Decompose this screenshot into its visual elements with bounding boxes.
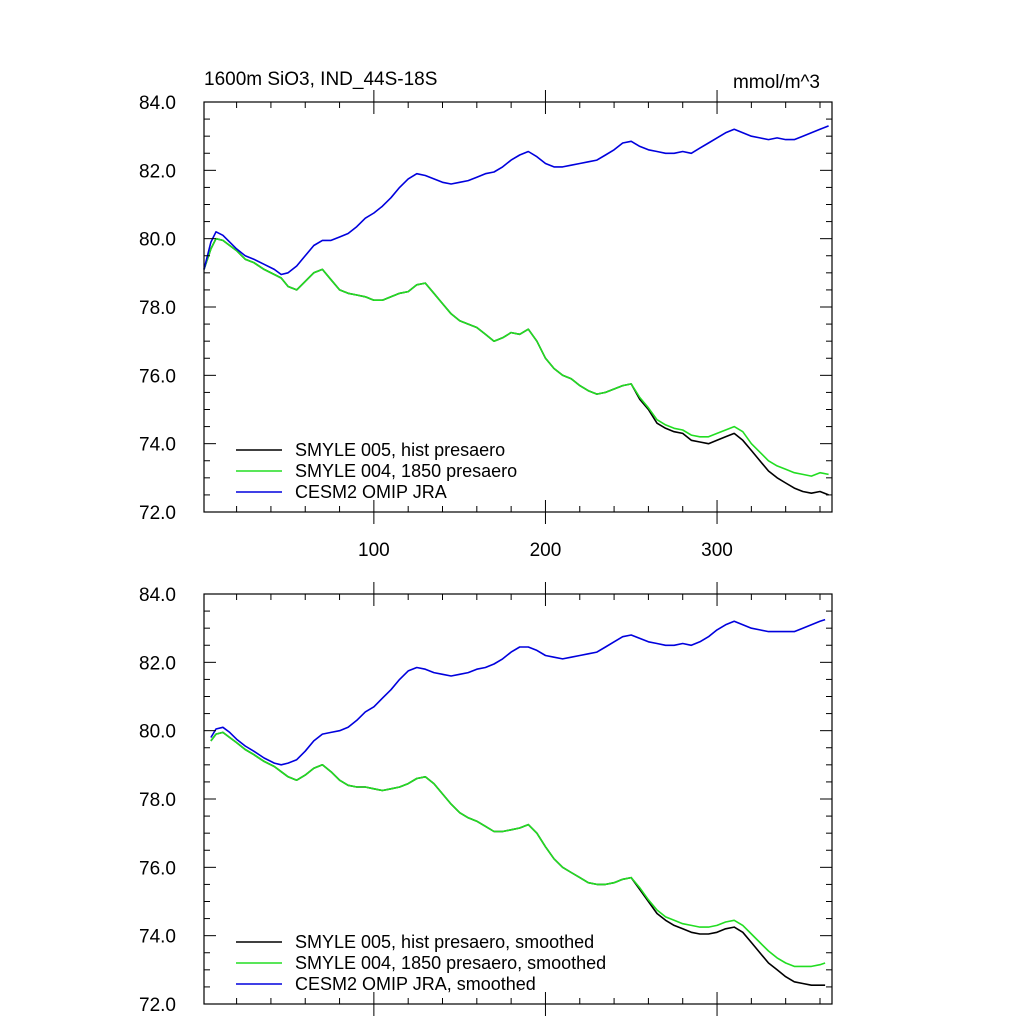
y-tick-label: 78.0 [139, 298, 176, 319]
y-tick-label: 72.0 [139, 995, 176, 1016]
y-tick-label: 82.0 [139, 653, 176, 674]
series-group [203, 125, 829, 496]
y-tick-label: 80.0 [139, 230, 176, 251]
x-tick-label: 200 [530, 540, 562, 561]
axes-group: 72.0 74.0 76.0 78.0 80.0 82.0 84.0 100 200 300 [139, 90, 833, 561]
legend: SMYLE 005, hist presaero, smoothedSMYLE … [236, 932, 606, 994]
units-label: mmol/m^3 [733, 72, 820, 93]
y-tick-label: 74.0 [139, 927, 176, 948]
series-group [210, 618, 826, 987]
y-tick-label: 78.0 [139, 790, 176, 811]
legend-label-2: CESM2 OMIP JRA [295, 482, 447, 502]
x-tick-label: 100 [358, 540, 390, 561]
top-panel: 1600m SiO3, IND_44S-18S mmol/m^3 72.0 74.… [139, 69, 833, 561]
bottom-panel: 72.0 74.0 76.0 78.0 80.0 82.0 84.0 SMYLE 005, … [139, 582, 833, 1016]
y-tick-label: 80.0 [139, 722, 176, 743]
y-tick-label: 76.0 [139, 366, 176, 387]
series-line-2 [210, 618, 826, 766]
series-line-2 [203, 125, 829, 276]
y-tick-label: 84.0 [139, 585, 176, 606]
x-tick-label: 300 [701, 540, 733, 561]
legend-label-0: SMYLE 005, hist presaero [295, 440, 505, 460]
legend-label-1: SMYLE 004, 1850 presaero, smoothed [295, 953, 606, 973]
y-tick-label: 82.0 [139, 161, 176, 182]
legend-label-1: SMYLE 004, 1850 presaero [295, 461, 517, 481]
y-tick-label: 74.0 [139, 435, 176, 456]
y-tick-label: 72.0 [139, 503, 176, 524]
legend-label-0: SMYLE 005, hist presaero, smoothed [295, 932, 594, 952]
y-tick-label: 84.0 [139, 93, 176, 114]
series-line-1 [210, 731, 826, 968]
y-tick-label: 76.0 [139, 858, 176, 879]
legend-label-2: CESM2 OMIP JRA, smoothed [295, 974, 536, 994]
series-line-1 [203, 237, 829, 477]
axes-group: 72.0 74.0 76.0 78.0 80.0 82.0 84.0 [139, 582, 833, 1016]
chart-title: 1600m SiO3, IND_44S-18S [204, 69, 437, 90]
